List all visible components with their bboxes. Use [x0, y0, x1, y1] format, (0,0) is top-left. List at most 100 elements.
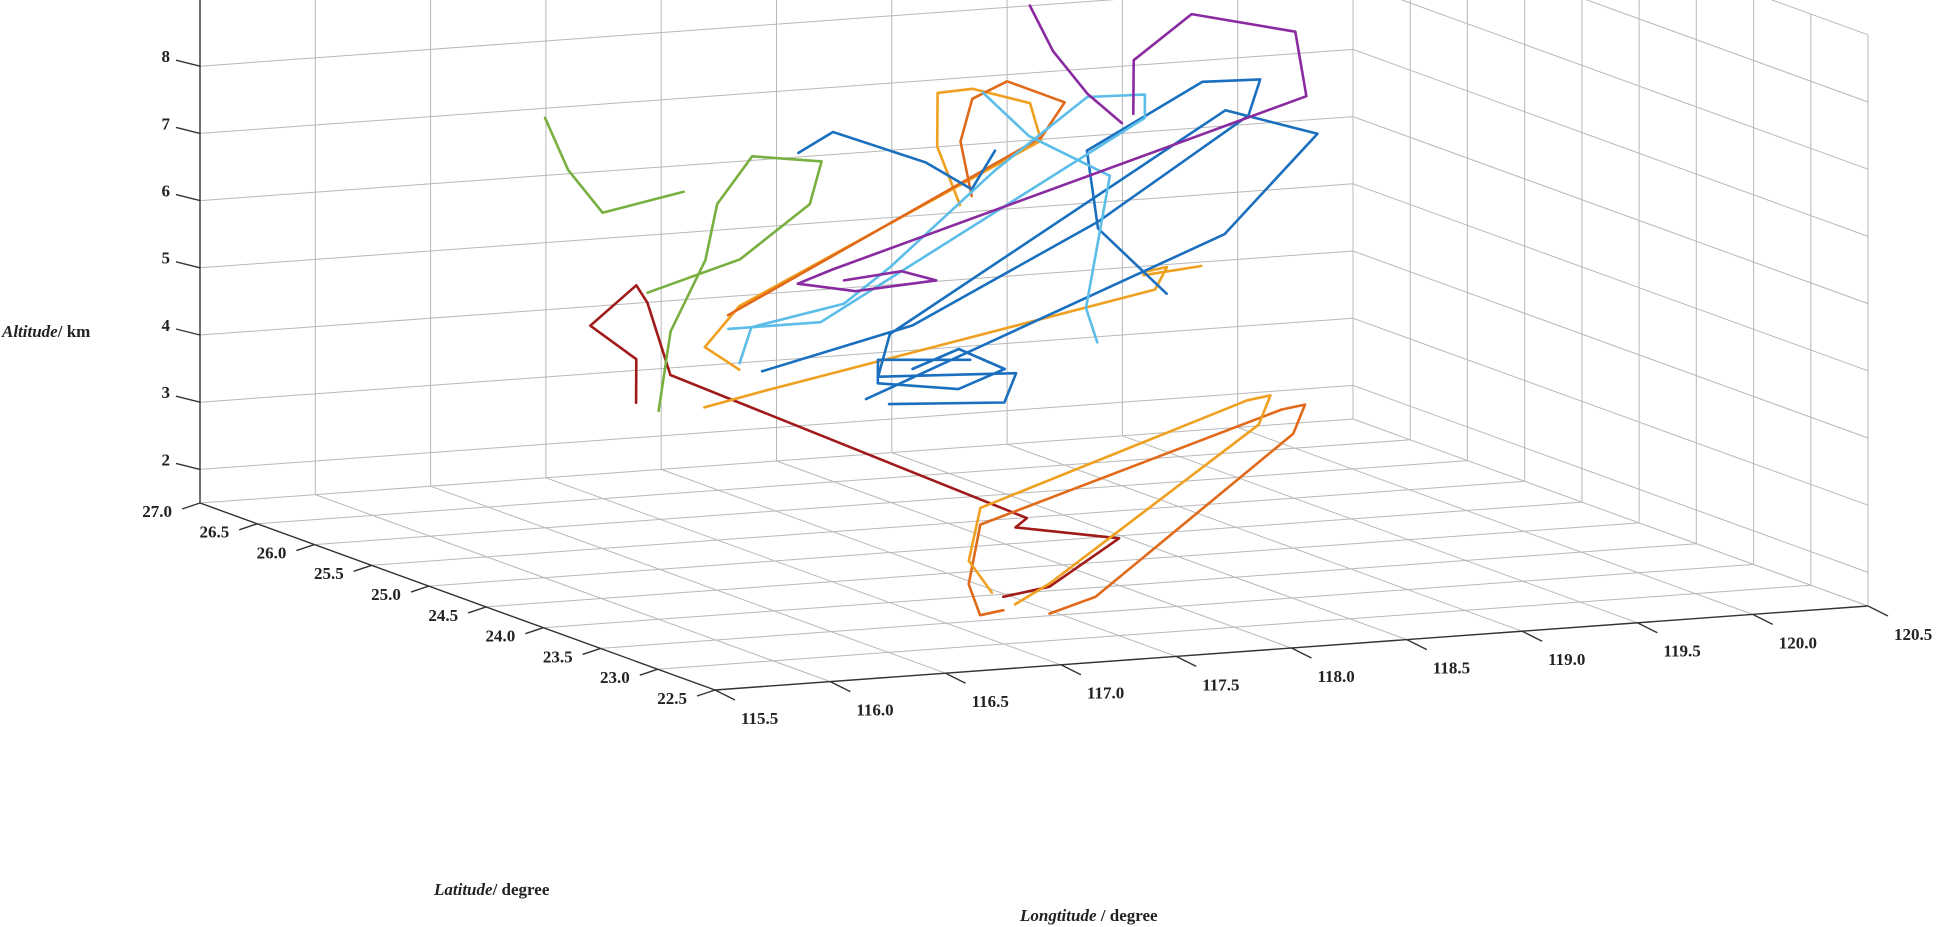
x-tick-label: 118.0 — [1318, 667, 1355, 686]
back-wall-gridline — [199, 384, 1354, 470]
y-tick-mark — [410, 585, 430, 593]
z-tick-label: 4 — [162, 316, 171, 335]
x-tick-label: 117.5 — [1202, 675, 1239, 694]
back-wall-gridline — [199, 250, 1354, 336]
y-axis-label: Latitude/ degree — [433, 880, 550, 899]
z-tick-label: 7 — [162, 114, 171, 133]
y-tick-mark — [296, 543, 315, 552]
x-tick-mark — [1406, 638, 1428, 651]
floor-gridline — [314, 460, 1468, 546]
y-tick-mark — [181, 502, 201, 510]
x-tick-mark — [829, 680, 851, 693]
x-tick-label: 115.5 — [741, 709, 778, 728]
y-axis-label-name: Latitude — [433, 880, 493, 899]
z-tick-mark — [175, 193, 201, 202]
y-tick-mark — [525, 627, 544, 635]
x-axis-label: Longtitude / degree — [1019, 906, 1158, 925]
side-wall-gridline — [1352, 250, 1869, 439]
x-tick-label: 120.0 — [1779, 633, 1817, 652]
floor-gridline — [486, 522, 1640, 608]
z-axis-label-unit: / km — [57, 322, 91, 341]
y-tick-mark — [238, 523, 258, 531]
floor-gridline — [600, 563, 1754, 649]
back-wall-gridline — [199, 48, 1354, 134]
y-tick-label: 22.5 — [657, 689, 687, 708]
floor-gridline — [257, 439, 1411, 525]
trajectory-8 — [543, 116, 685, 214]
x-tick-mark — [945, 672, 966, 684]
side-wall-gridline — [1770, 0, 1869, 36]
floor-gridline — [776, 460, 1292, 649]
floor-gridline — [543, 543, 1697, 629]
side-wall-gridline — [1352, 317, 1869, 506]
x-tick-mark — [1637, 622, 1658, 634]
grid — [199, 0, 1869, 691]
trajectory-9 — [760, 78, 1262, 373]
floor-gridline — [891, 452, 1407, 641]
y-axis-label-unit: / degree — [492, 880, 550, 899]
floor-gridline — [545, 477, 1062, 666]
x-axis-label-name: Longtitude — [1019, 906, 1097, 925]
axes — [175, 0, 1889, 701]
z-tick-mark — [175, 395, 201, 403]
trajectory-4 — [703, 264, 1203, 409]
y-tick-label: 27.0 — [142, 502, 172, 521]
y-tick-label: 25.5 — [314, 564, 344, 583]
trajectory-1 — [588, 283, 1121, 599]
x-tick-mark — [1867, 605, 1889, 617]
y-tick-mark — [696, 689, 716, 697]
z-axis-label: Altitude/ km — [1, 322, 90, 341]
z-tick-label: 8 — [162, 47, 171, 66]
y-tick-label: 25.0 — [371, 585, 401, 604]
y-tick-mark — [353, 564, 372, 572]
back-wall-gridline — [199, 317, 1354, 403]
x-tick-label: 117.0 — [1087, 684, 1124, 703]
z-tick-mark — [175, 126, 201, 135]
y-tick-label: 26.5 — [199, 523, 229, 542]
trajectory-series — [543, 4, 1319, 617]
tick-labels: 115.5 116.0 116.5 117.0 117.5 118.0 118.5 119.0… — [142, 47, 1932, 728]
side-wall-gridline — [1400, 0, 1869, 170]
x-tick-label: 118.5 — [1433, 659, 1470, 678]
x-tick-mark — [1060, 664, 1082, 676]
trajectory-11 — [876, 347, 1007, 391]
side-wall-gridline — [1352, 384, 1869, 573]
side-wall-gridline — [1352, 48, 1869, 237]
x-tick-label: 120.5 — [1894, 625, 1932, 644]
trajectory-6 — [726, 80, 1066, 317]
trajectory-15 — [796, 12, 1308, 293]
z-tick-mark — [175, 59, 201, 67]
trajectory-10 — [864, 109, 1319, 406]
floor-gridline — [1006, 443, 1523, 632]
trajectory-12 — [797, 130, 997, 191]
z-tick-mark — [175, 261, 201, 269]
x-tick-mark — [1175, 655, 1197, 668]
floor-gridline — [1237, 426, 1753, 615]
y-tick-label: 24.5 — [428, 606, 458, 625]
floor-gridline — [657, 584, 1811, 670]
y-tick-mark — [639, 668, 659, 676]
x-tick-label: 116.0 — [856, 701, 893, 720]
floor-gridline — [1352, 418, 1869, 607]
floor-gridline — [1122, 435, 1638, 624]
trajectory-2 — [967, 403, 1307, 617]
floor-gridline — [315, 494, 831, 683]
trajectory-5 — [703, 87, 1043, 372]
z-tick-label: 3 — [162, 383, 171, 402]
y-tick-label: 23.5 — [543, 647, 573, 666]
z-axis-label-name: Altitude — [1, 322, 58, 341]
trajectory-7 — [646, 155, 823, 413]
y-axis-line — [199, 502, 716, 691]
x-tick-label: 119.5 — [1663, 642, 1700, 661]
side-wall-gridline — [1352, 183, 1869, 372]
x-tick-label: 116.5 — [972, 692, 1009, 711]
floor-gridline — [430, 485, 946, 674]
x-tick-mark — [714, 689, 736, 701]
x-tick-mark — [1521, 630, 1543, 642]
x-tick-mark — [1752, 613, 1774, 626]
side-wall-gridline — [1352, 116, 1869, 305]
z-tick-mark — [175, 462, 201, 471]
x-tick-mark — [1291, 647, 1312, 659]
trajectory-13 — [726, 93, 1147, 365]
